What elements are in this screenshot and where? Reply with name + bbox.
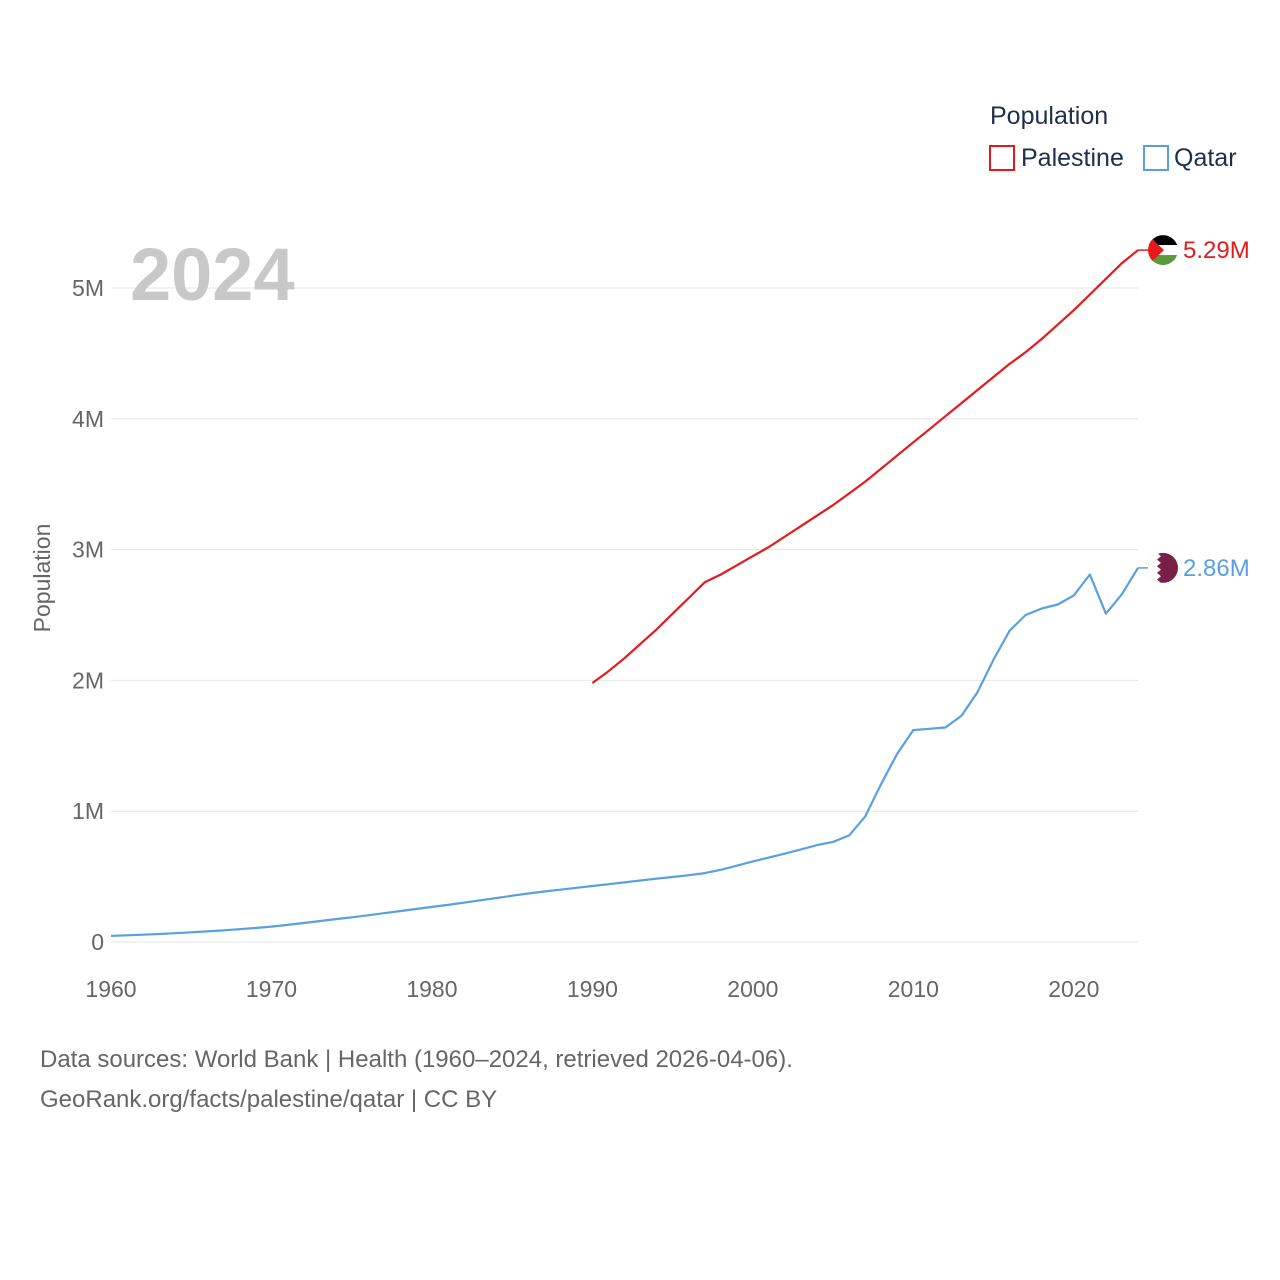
y-tick-label: 3M	[72, 537, 104, 563]
legend-item-qatar[interactable]: Qatar	[1143, 144, 1237, 172]
legend-label-palestine: Palestine	[1021, 144, 1124, 172]
legend-swatch-palestine	[989, 145, 1015, 171]
x-tick-label: 2010	[888, 976, 939, 1002]
y-tick-label: 4M	[72, 406, 104, 432]
x-tick-label: 1980	[406, 976, 457, 1002]
x-tick-label: 1990	[567, 976, 618, 1002]
end-value-label-palestine: 5.29M	[1183, 237, 1250, 264]
legend-swatch-qatar	[1143, 145, 1169, 171]
y-tick-label: 0	[91, 929, 104, 955]
y-tick-label: 2M	[72, 667, 104, 693]
legend-item-palestine[interactable]: Palestine	[989, 144, 1124, 172]
legend-title: Population	[990, 102, 1108, 130]
y-tick-label: 5M	[72, 275, 104, 301]
series-line-palestine[interactable]	[591, 249, 1139, 684]
series-line-qatar[interactable]	[110, 567, 1139, 937]
x-tick-label: 1960	[85, 976, 136, 1002]
source-line-2[interactable]: GeoRank.org/facts/palestine/qatar | CC B…	[40, 1086, 498, 1113]
current-year-label: 2024	[130, 233, 295, 316]
x-tick-label: 1970	[246, 976, 297, 1002]
palestine-flag-icon	[1148, 235, 1178, 266]
end-value-label-qatar: 2.86M	[1183, 555, 1250, 582]
y-tick-label: 1M	[72, 798, 104, 824]
qatar-flag-icon	[1148, 552, 1178, 583]
x-tick-label: 2020	[1048, 976, 1099, 1002]
x-tick-label: 2000	[727, 976, 778, 1002]
y-axis-label: Population	[29, 524, 55, 633]
source-line-1: Data sources: World Bank | Health (1960–…	[40, 1046, 793, 1073]
legend-label-qatar: Qatar	[1174, 144, 1237, 172]
